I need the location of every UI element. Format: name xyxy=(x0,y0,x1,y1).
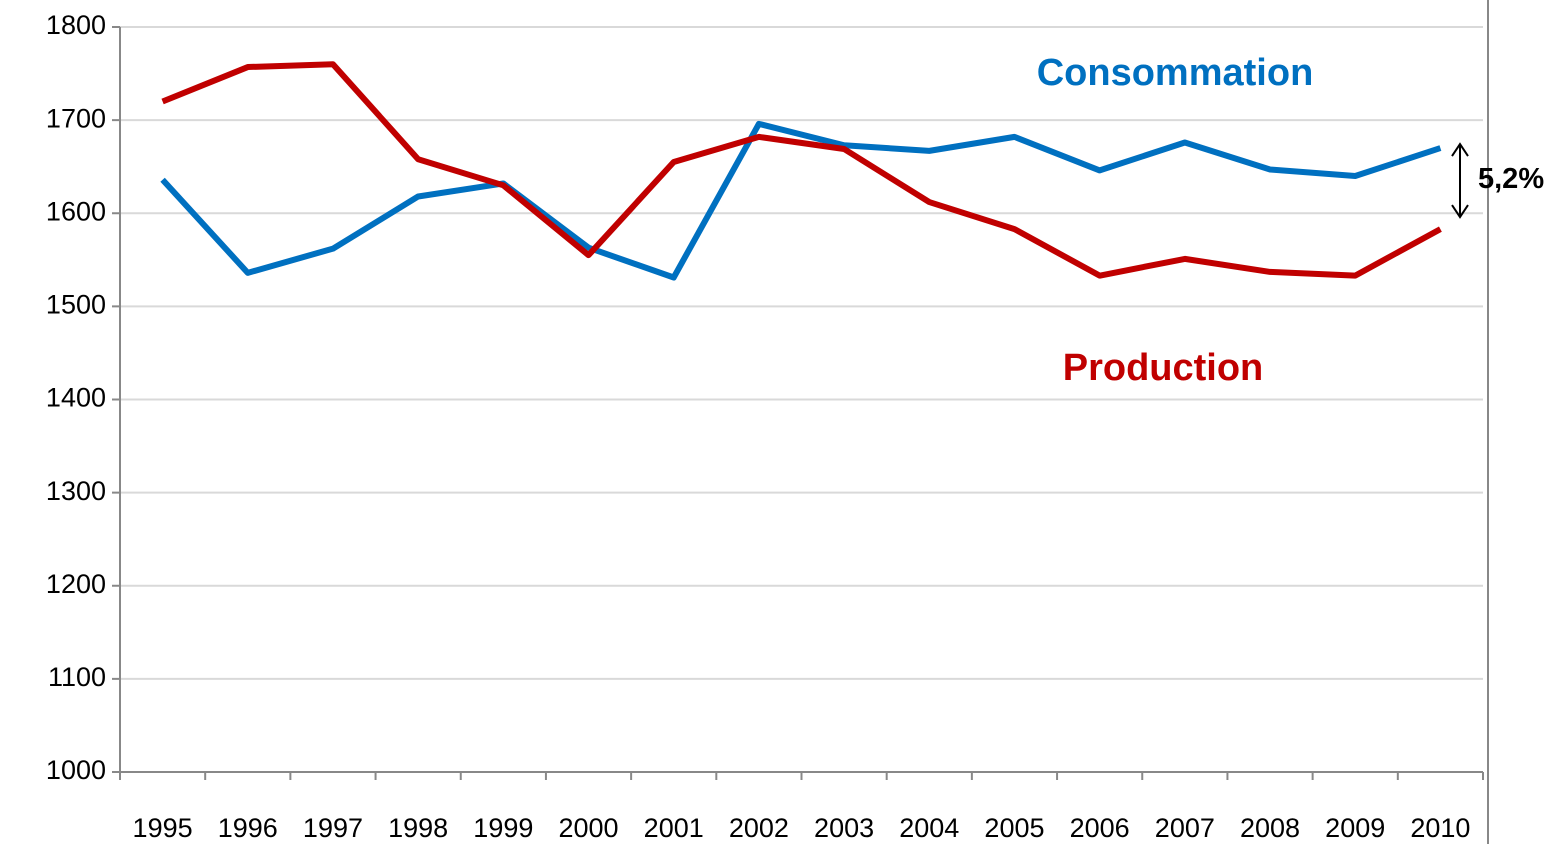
annotation: 5,2% xyxy=(1478,163,1544,195)
y-tick-label: 1500 xyxy=(46,290,106,320)
y-tick-label: 1200 xyxy=(46,569,106,599)
x-tick-label: 2007 xyxy=(1155,813,1215,843)
x-tick-label: 2010 xyxy=(1410,813,1470,843)
x-tick-label: 2006 xyxy=(1070,813,1130,843)
x-tick-label: 1996 xyxy=(218,813,278,843)
series-label: Consommation xyxy=(1037,52,1314,94)
series-label: Production xyxy=(1063,347,1264,389)
y-tick-label: 1600 xyxy=(46,196,106,226)
x-tick-label: 2008 xyxy=(1240,813,1300,843)
x-tick-label: 2001 xyxy=(644,813,704,843)
y-tick-label: 1700 xyxy=(46,103,106,133)
x-tick-label: 2005 xyxy=(984,813,1044,843)
x-tick-label: 1999 xyxy=(473,813,533,843)
x-tick-label: 2003 xyxy=(814,813,874,843)
x-tick-label: 1997 xyxy=(303,813,363,843)
y-tick-label: 1000 xyxy=(46,755,106,785)
y-tick-label: 1400 xyxy=(46,383,106,413)
series-line xyxy=(161,61,1442,279)
x-tick-label: 1995 xyxy=(133,813,193,843)
y-tick-label: 1300 xyxy=(46,476,106,506)
x-tick-label: 2002 xyxy=(729,813,789,843)
x-tick-label: 2009 xyxy=(1325,813,1385,843)
gap-arrow xyxy=(1451,142,1469,219)
x-tick-label: 1998 xyxy=(388,813,448,843)
x-tick-label: 2000 xyxy=(558,813,618,843)
x-tick-label: 2004 xyxy=(899,813,959,843)
y-tick-label: 1100 xyxy=(48,662,106,692)
series-line xyxy=(160,120,1442,281)
y-tick-label: 1800 xyxy=(46,10,106,40)
